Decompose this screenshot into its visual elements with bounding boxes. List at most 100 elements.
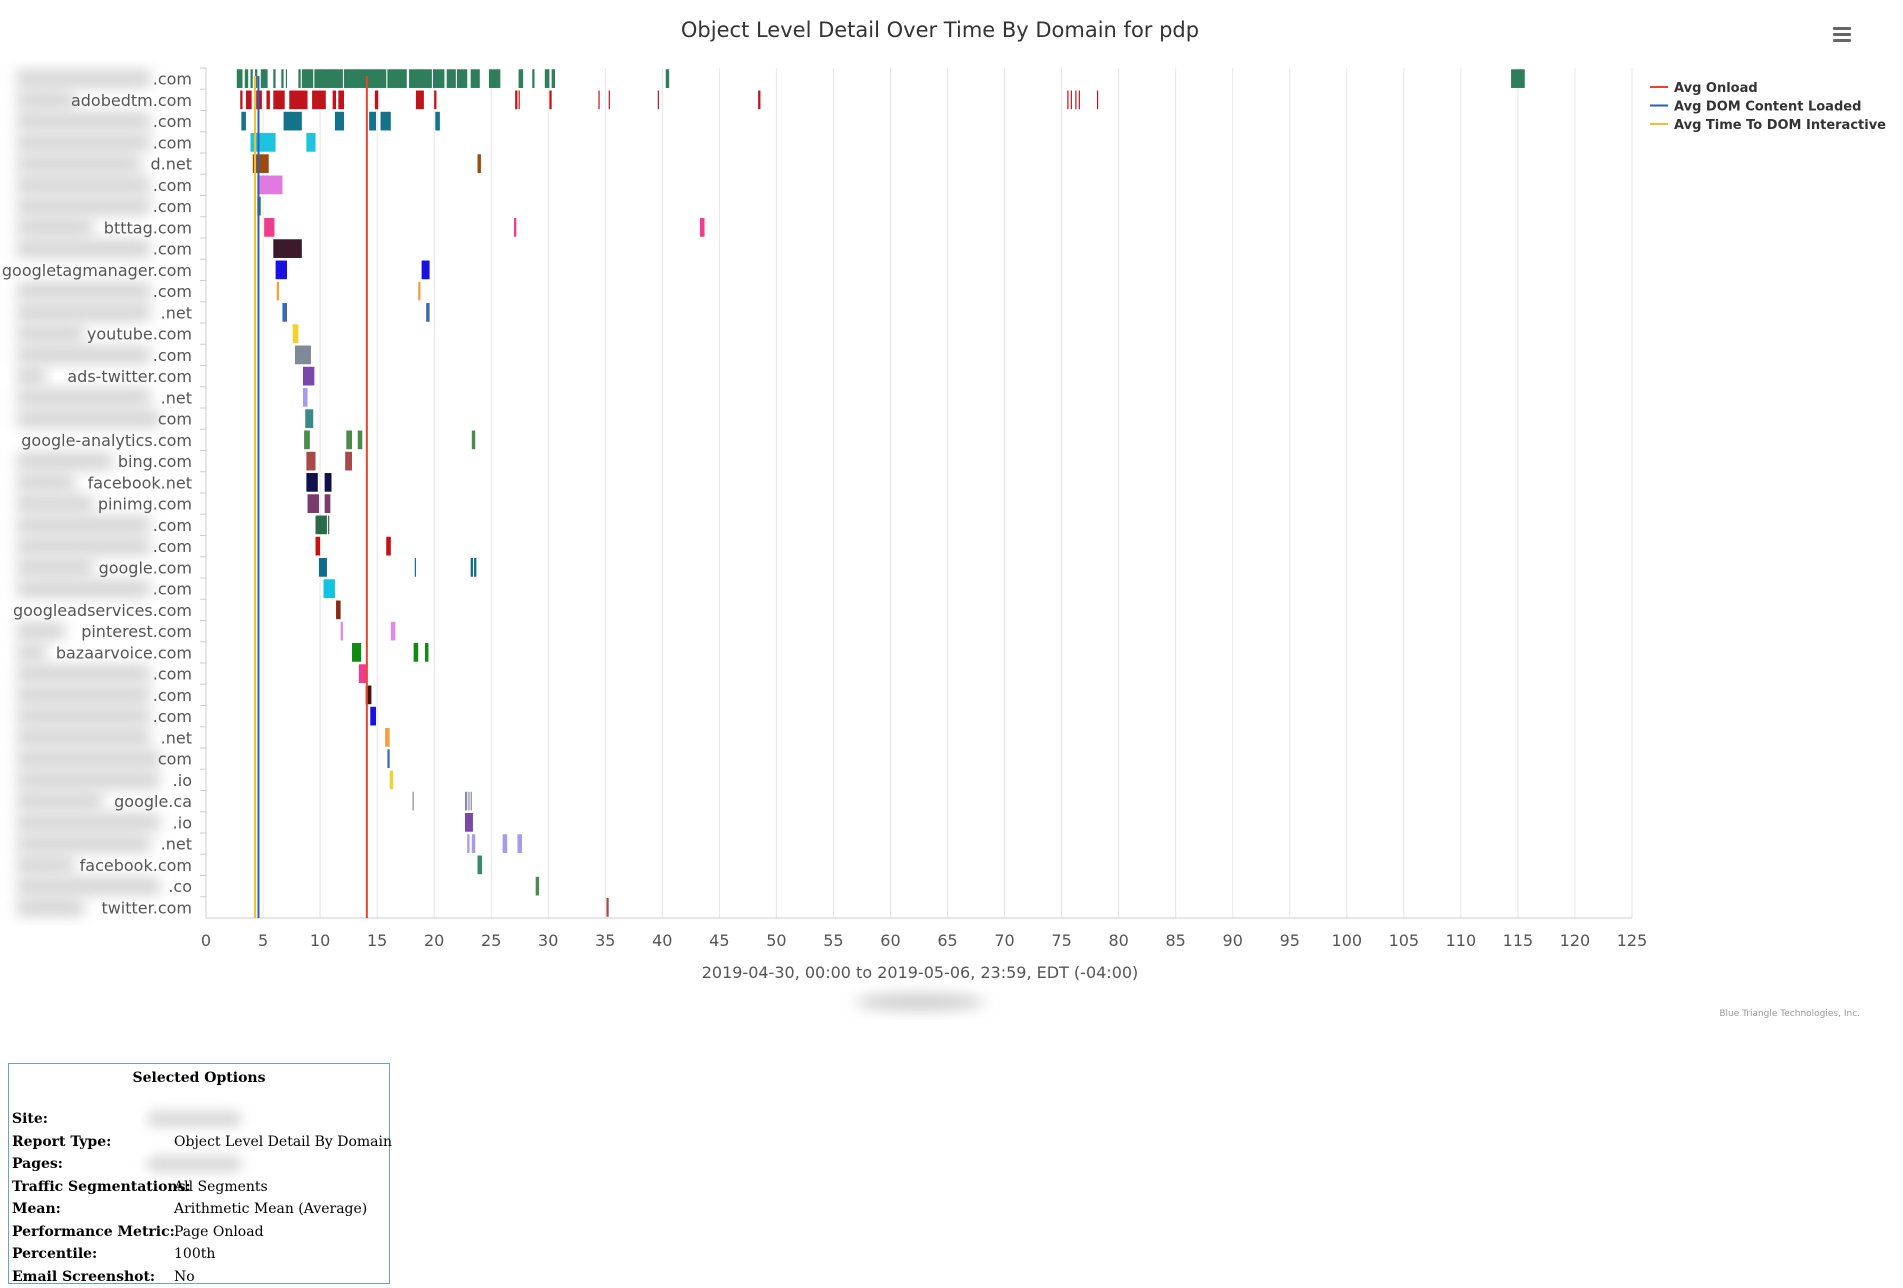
timeline-bar[interactable] (282, 303, 287, 322)
timeline-bar[interactable] (471, 834, 476, 853)
timeline-bar[interactable] (334, 111, 345, 131)
timeline-bar[interactable] (336, 600, 341, 620)
timeline-bar[interactable] (1075, 90, 1077, 110)
timeline-bar[interactable] (425, 643, 429, 662)
timeline-bar[interactable] (285, 69, 288, 88)
timeline-bar[interactable] (357, 430, 363, 450)
timeline-bar[interactable] (386, 536, 391, 556)
timeline-bar[interactable] (306, 451, 316, 471)
timeline-bar[interactable] (433, 69, 445, 88)
timeline-bar[interactable] (468, 791, 470, 811)
timeline-bar[interactable] (306, 133, 316, 152)
timeline-bar[interactable] (470, 69, 480, 88)
timeline-bar[interactable] (390, 621, 396, 641)
timeline-bar[interactable] (283, 111, 302, 131)
timeline-bar[interactable] (314, 69, 343, 88)
timeline-bar[interactable] (370, 706, 376, 726)
timeline-bar[interactable] (470, 791, 472, 811)
timeline-bar[interactable] (245, 90, 252, 110)
timeline-bar[interactable] (532, 69, 535, 88)
timeline-bar[interactable] (389, 770, 394, 790)
timeline-bar[interactable] (306, 473, 318, 492)
timeline-bar[interactable] (434, 90, 437, 110)
timeline-bar[interactable] (1511, 69, 1525, 88)
timeline-bar[interactable] (266, 90, 270, 110)
timeline-bar[interactable] (301, 69, 314, 88)
timeline-bar[interactable] (535, 876, 540, 896)
timeline-bar[interactable] (464, 791, 468, 811)
timeline-bar[interactable] (421, 260, 430, 280)
timeline-bar[interactable] (273, 69, 276, 88)
timeline-bar[interactable] (328, 515, 330, 535)
timeline-bar[interactable] (346, 430, 353, 450)
timeline-bar[interactable] (340, 621, 343, 641)
legend-item[interactable]: Avg DOM Content Loaded (1674, 100, 1861, 115)
timeline-bar[interactable] (518, 69, 524, 88)
timeline-bar[interactable] (380, 111, 391, 131)
timeline-bar[interactable] (413, 643, 419, 662)
timeline-bar[interactable] (252, 154, 269, 173)
timeline-bar[interactable] (551, 69, 556, 88)
timeline-bar[interactable] (302, 366, 315, 386)
timeline-bar[interactable] (358, 664, 367, 683)
timeline-bar[interactable] (344, 69, 387, 88)
timeline-bar[interactable] (515, 90, 518, 110)
timeline-bar[interactable] (387, 69, 407, 88)
timeline-bar[interactable] (250, 133, 276, 152)
timeline-bar[interactable] (315, 536, 321, 556)
chart-credit[interactable]: Blue Triangle Technologies, Inc. (1719, 1009, 1860, 1019)
timeline-bar[interactable] (240, 90, 243, 110)
timeline-bar[interactable] (281, 69, 284, 88)
timeline-bar[interactable] (305, 409, 314, 428)
timeline-bar[interactable] (608, 90, 610, 110)
timeline-bar[interactable] (387, 749, 390, 768)
timeline-bar[interactable] (294, 345, 311, 365)
timeline-bar[interactable] (1078, 90, 1080, 110)
timeline-bar[interactable] (244, 69, 249, 88)
timeline-bar[interactable] (606, 898, 609, 917)
timeline-bar[interactable] (412, 791, 414, 811)
timeline-bar[interactable] (298, 69, 301, 88)
legend-item[interactable]: Avg Onload (1674, 81, 1758, 96)
timeline-bar[interactable] (467, 834, 470, 853)
timeline-bar[interactable] (426, 303, 430, 322)
timeline-bar[interactable] (365, 685, 372, 705)
timeline-bar[interactable] (544, 69, 550, 88)
timeline-bar[interactable] (307, 494, 319, 513)
timeline-bar[interactable] (369, 111, 376, 131)
timeline-bar[interactable] (260, 69, 268, 88)
timeline-bar[interactable] (665, 69, 670, 88)
timeline-bar[interactable] (435, 111, 440, 131)
timeline-bar[interactable] (409, 69, 432, 88)
timeline-bar[interactable] (758, 90, 761, 110)
timeline-bar[interactable] (273, 90, 285, 110)
timeline-bar[interactable] (477, 855, 483, 875)
timeline-bar[interactable] (276, 281, 280, 301)
timeline-bar[interactable] (273, 239, 302, 258)
timeline-bar[interactable] (657, 90, 659, 110)
timeline-bar[interactable] (1070, 90, 1072, 110)
timeline-bar[interactable] (414, 558, 416, 577)
timeline-bar[interactable] (318, 558, 327, 577)
timeline-bar[interactable] (385, 728, 390, 747)
timeline-bar[interactable] (324, 473, 332, 492)
timeline-bar[interactable] (302, 388, 308, 407)
legend[interactable]: Avg Onload Avg DOM Content Loaded Avg Time… (1650, 81, 1886, 133)
timeline-bar[interactable] (312, 90, 326, 110)
timeline-bar[interactable] (598, 90, 600, 110)
legend-item[interactable]: Avg Time To DOM Interactive (1674, 118, 1886, 133)
timeline-bar[interactable] (518, 90, 520, 110)
timeline-bar[interactable] (549, 90, 552, 110)
timeline-bar[interactable] (352, 643, 362, 662)
timeline-bar[interactable] (275, 260, 287, 280)
timeline-bar[interactable] (241, 111, 246, 131)
timeline-bar[interactable] (1067, 90, 1069, 110)
timeline-bar[interactable] (456, 69, 468, 88)
timeline-bar[interactable] (464, 813, 473, 832)
timeline-bar[interactable] (289, 90, 308, 110)
timeline-bar[interactable] (324, 494, 331, 513)
chart-menu-button[interactable] (1830, 24, 1854, 46)
timeline-bar[interactable] (257, 175, 283, 195)
timeline-bar[interactable] (418, 281, 421, 301)
timeline-bar[interactable] (446, 69, 456, 88)
